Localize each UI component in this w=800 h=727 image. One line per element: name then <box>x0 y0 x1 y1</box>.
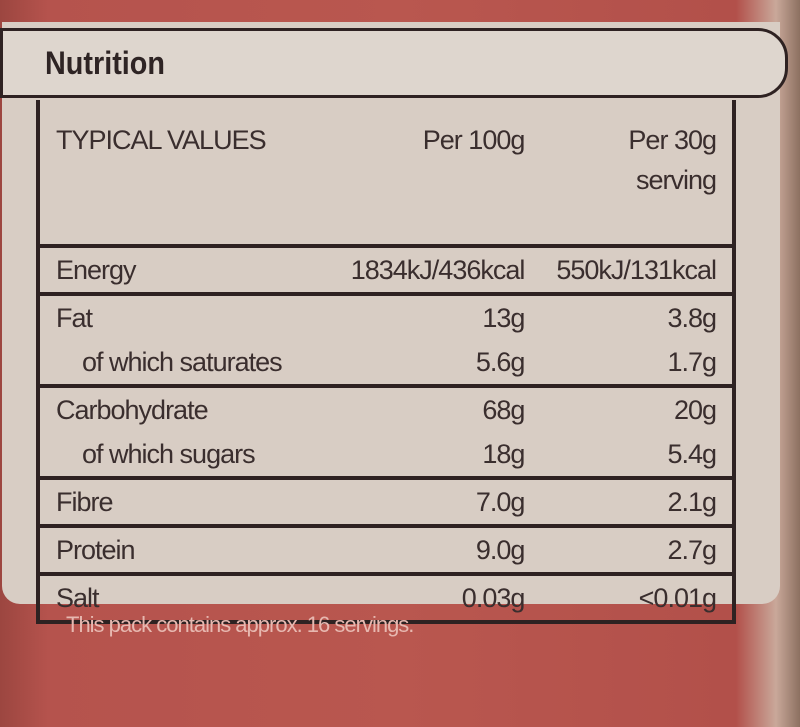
per-serving-value: <0.01g <box>540 572 734 622</box>
per-serving-value: 2.7g <box>540 524 734 574</box>
table-row-fibre: Fibre 7.0g 2.1g <box>38 476 734 526</box>
row-label: of which sugars <box>82 438 256 469</box>
per-100g-value: 68g <box>316 384 541 432</box>
row-label: Salt <box>38 572 317 622</box>
row-label: Fibre <box>38 476 317 526</box>
per-100g-value: 0.03g <box>316 572 541 622</box>
per-100g-value: 13g <box>316 292 541 340</box>
column-header-per-serving: Per 30g serving <box>628 125 717 195</box>
per-serving-value: 1.7g <box>667 346 717 377</box>
table-row-energy: Energy 1834kJ/436kcal 550kJ/131kcal <box>38 244 734 294</box>
table-row-fat: Fat 13g 3.8g <box>38 292 734 340</box>
per-100g-value: 9.0g <box>316 524 541 574</box>
nutrition-table: TYPICAL VALUES Per 100g Per 30g serving … <box>36 100 736 624</box>
table-row-carbohydrate: Carbohydrate 68g 20g <box>38 384 734 432</box>
column-header-typical-values: TYPICAL VALUES <box>56 125 267 155</box>
per-serving-value: 550kJ/131kcal <box>540 244 734 294</box>
per-serving-value: 2.1g <box>540 476 734 526</box>
per-100g-value: 5.6g <box>475 346 526 377</box>
nutrition-header: Nutrition <box>0 28 788 98</box>
per-100g-value: 18g <box>482 438 525 469</box>
servings-footnote: This pack contains approx. 16 servings. <box>66 612 414 637</box>
table-row-salt: Salt 0.03g <0.01g <box>38 572 734 622</box>
row-label: of which saturates <box>82 346 283 377</box>
table-row-sugars: of which sugars 18g 5.4g <box>38 432 734 478</box>
column-header-per-100g: Per 100g <box>422 125 526 155</box>
row-label: Protein <box>38 524 317 574</box>
per-100g-value: 7.0g <box>316 476 541 526</box>
row-label: Carbohydrate <box>38 384 317 432</box>
per-serving-value: 3.8g <box>540 292 734 340</box>
table-header-row: TYPICAL VALUES Per 100g Per 30g serving <box>38 100 734 246</box>
per-100g-value: 1834kJ/436kcal <box>316 244 541 294</box>
nutrition-title: Nutrition <box>45 45 165 81</box>
per-serving-value: 5.4g <box>667 438 717 469</box>
per-serving-value: 20g <box>540 384 734 432</box>
table-row-protein: Protein 9.0g 2.7g <box>38 524 734 574</box>
row-label: Fat <box>38 292 317 340</box>
row-label: Energy <box>38 244 317 294</box>
table-row-saturates: of which saturates 5.6g 1.7g <box>38 340 734 386</box>
